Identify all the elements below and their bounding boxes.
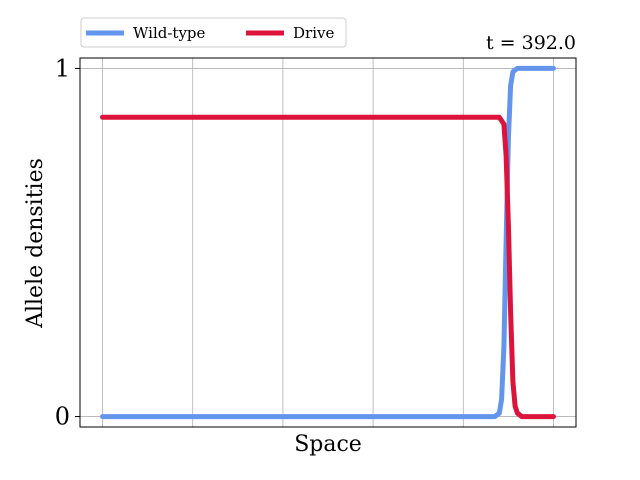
legend: Wild-type Drive	[80, 17, 347, 48]
series-line-drive	[100, 114, 556, 420]
legend-label-wild-type: Wild-type	[133, 24, 206, 42]
x-axis-label: Space	[294, 432, 362, 457]
y-tick-label: 1	[55, 54, 70, 82]
time-label: t = 392.0	[486, 32, 576, 54]
legend-box	[80, 17, 347, 48]
series-line-wild-type	[100, 65, 556, 420]
y-axis-label: Allele densities	[23, 158, 48, 329]
y-axis-ticks: 01	[55, 54, 80, 431]
series-lines	[100, 65, 556, 420]
plot-frame	[79, 57, 577, 428]
legend-label-drive: Drive	[293, 24, 334, 42]
y-tick-label: 0	[55, 403, 70, 431]
